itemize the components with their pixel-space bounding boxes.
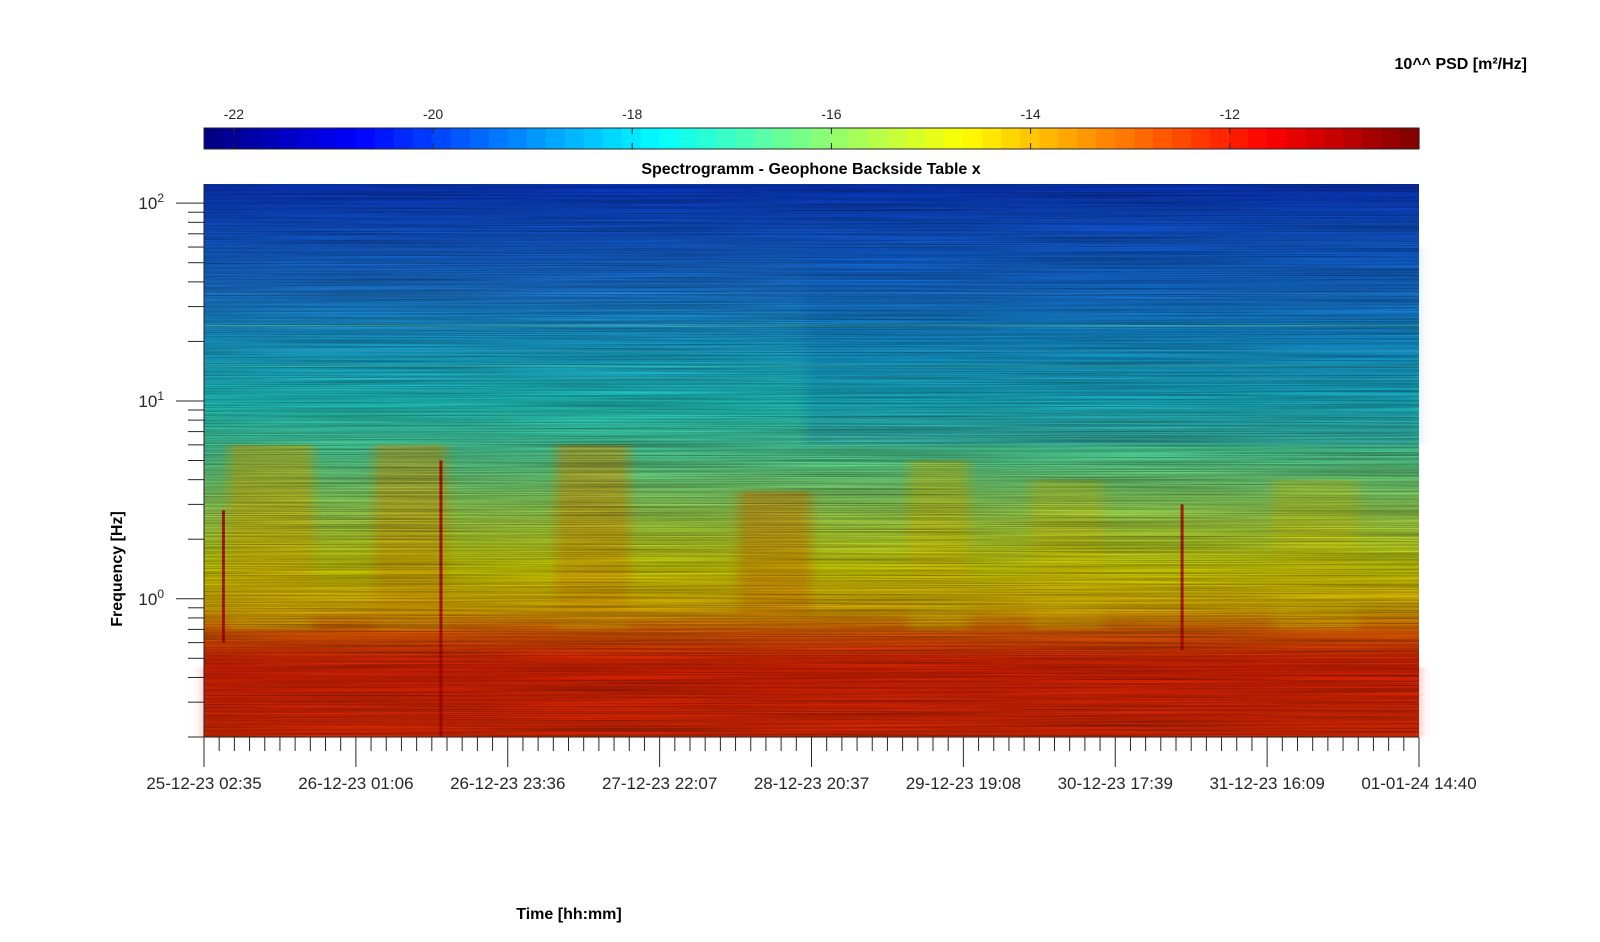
colorbar-step	[1077, 128, 1097, 149]
y-tick-label: 100	[138, 587, 164, 609]
colorbar-step	[925, 128, 945, 149]
spectrogram-noise-texture	[204, 184, 1419, 737]
colorbar-step	[1172, 128, 1192, 149]
x-tick-label: 01-01-24 14:40	[1361, 774, 1476, 793]
x-tick-label: 31-12-23 16:09	[1209, 774, 1324, 793]
y-tick-label: 101	[138, 389, 164, 411]
colorbar-step	[906, 128, 927, 149]
colorbar-step	[1362, 128, 1382, 149]
x-tick-label: 30-12-23 17:39	[1058, 774, 1173, 793]
colorbar-step	[1381, 128, 1401, 149]
colorbar-step	[1020, 128, 1040, 149]
spectrogram-plot-area	[204, 184, 1419, 737]
colorbar-frame	[203, 127, 1420, 150]
colorbar-step	[241, 128, 262, 149]
colorbar-step	[450, 128, 471, 149]
y-tick-label: 102	[138, 191, 164, 213]
x-tick-label: 27-12-23 22:07	[602, 774, 717, 793]
colorbar-step	[355, 128, 376, 149]
colorbar-step	[204, 128, 224, 149]
y-axis-label: Frequency [Hz]	[109, 511, 126, 627]
colorbar-step	[1058, 128, 1078, 149]
colorbar-step	[792, 128, 813, 149]
colorbar-step	[1248, 128, 1268, 149]
x-tick-label: 29-12-23 19:08	[906, 774, 1021, 793]
colorbar-step	[1134, 128, 1154, 149]
colorbar-step	[849, 128, 870, 149]
colorbar-step	[469, 128, 490, 149]
colorbar-step	[564, 128, 585, 149]
colorbar-label: 10^^ PSD [m²/Hz]	[1395, 56, 1527, 73]
x-tick-label: 25-12-23 02:35	[146, 774, 261, 793]
x-axis-label: Time [hh:mm]	[516, 906, 621, 923]
colorbar-step	[1096, 128, 1116, 149]
x-tick-label: 26-12-23 23:36	[450, 774, 565, 793]
colorbar-step	[621, 128, 642, 149]
colorbar-step	[773, 128, 794, 149]
colorbar-step	[374, 128, 395, 149]
colorbar-step	[868, 128, 889, 149]
colorbar-step	[583, 128, 604, 149]
colorbar-steps	[204, 128, 1420, 149]
colorbar-ticks: -22 -20 -18 -16 -14 -12	[224, 106, 1240, 149]
colorbar-step	[982, 128, 1002, 149]
colorbar-tick-label: -18	[622, 106, 642, 122]
colorbar-step	[545, 128, 566, 149]
colorbar-step	[279, 128, 300, 149]
colorbar-step	[1191, 128, 1211, 149]
chart-title: Spectrogramm - Geophone Backside Table x	[641, 161, 980, 178]
colorbar-step	[640, 128, 661, 149]
colorbar-tick-label: -22	[224, 106, 244, 122]
colorbar-step	[1324, 128, 1344, 149]
colorbar-step	[887, 128, 908, 149]
colorbar-step	[735, 128, 756, 149]
colorbar-step	[1001, 128, 1021, 149]
colorbar-step	[222, 128, 243, 149]
colorbar-step	[716, 128, 737, 149]
colorbar: -22 -20 -18 -16 -14 -12	[203, 106, 1420, 150]
colorbar-step	[526, 128, 547, 149]
colorbar-step	[1210, 128, 1230, 149]
colorbar-step	[260, 128, 281, 149]
colorbar-step	[1115, 128, 1135, 149]
colorbar-step	[602, 128, 623, 149]
colorbar-tick-label: -16	[821, 106, 841, 122]
colorbar-step	[1400, 128, 1420, 149]
colorbar-step	[811, 128, 832, 149]
colorbar-step	[431, 128, 452, 149]
colorbar-step	[1267, 128, 1287, 149]
colorbar-step	[1286, 128, 1306, 149]
y-axis: 100 101 102	[138, 184, 205, 738]
colorbar-step	[830, 128, 851, 149]
colorbar-step	[1229, 128, 1249, 149]
colorbar-tick-label: -12	[1220, 106, 1240, 122]
colorbar-step	[1343, 128, 1363, 149]
colorbar-step	[298, 128, 319, 149]
colorbar-step	[507, 128, 528, 149]
colorbar-step	[393, 128, 414, 149]
colorbar-step	[697, 128, 718, 149]
colorbar-tick-label: -20	[423, 106, 443, 122]
colorbar-step	[317, 128, 338, 149]
colorbar-step	[412, 128, 433, 149]
colorbar-step	[488, 128, 509, 149]
colorbar-step	[944, 128, 964, 149]
colorbar-step	[1305, 128, 1325, 149]
colorbar-tick-label: -14	[1020, 106, 1040, 122]
colorbar-step	[336, 128, 357, 149]
x-tick-label: 28-12-23 20:37	[754, 774, 869, 793]
colorbar-step	[678, 128, 699, 149]
x-axis: 25-12-23 02:35 26-12-23 01:06 26-12-23 23:…	[146, 736, 1477, 793]
colorbar-step	[659, 128, 680, 149]
colorbar-step	[963, 128, 983, 149]
x-tick-label: 26-12-23 01:06	[298, 774, 413, 793]
colorbar-step	[1153, 128, 1173, 149]
colorbar-step	[1039, 128, 1059, 149]
colorbar-step	[754, 128, 775, 149]
